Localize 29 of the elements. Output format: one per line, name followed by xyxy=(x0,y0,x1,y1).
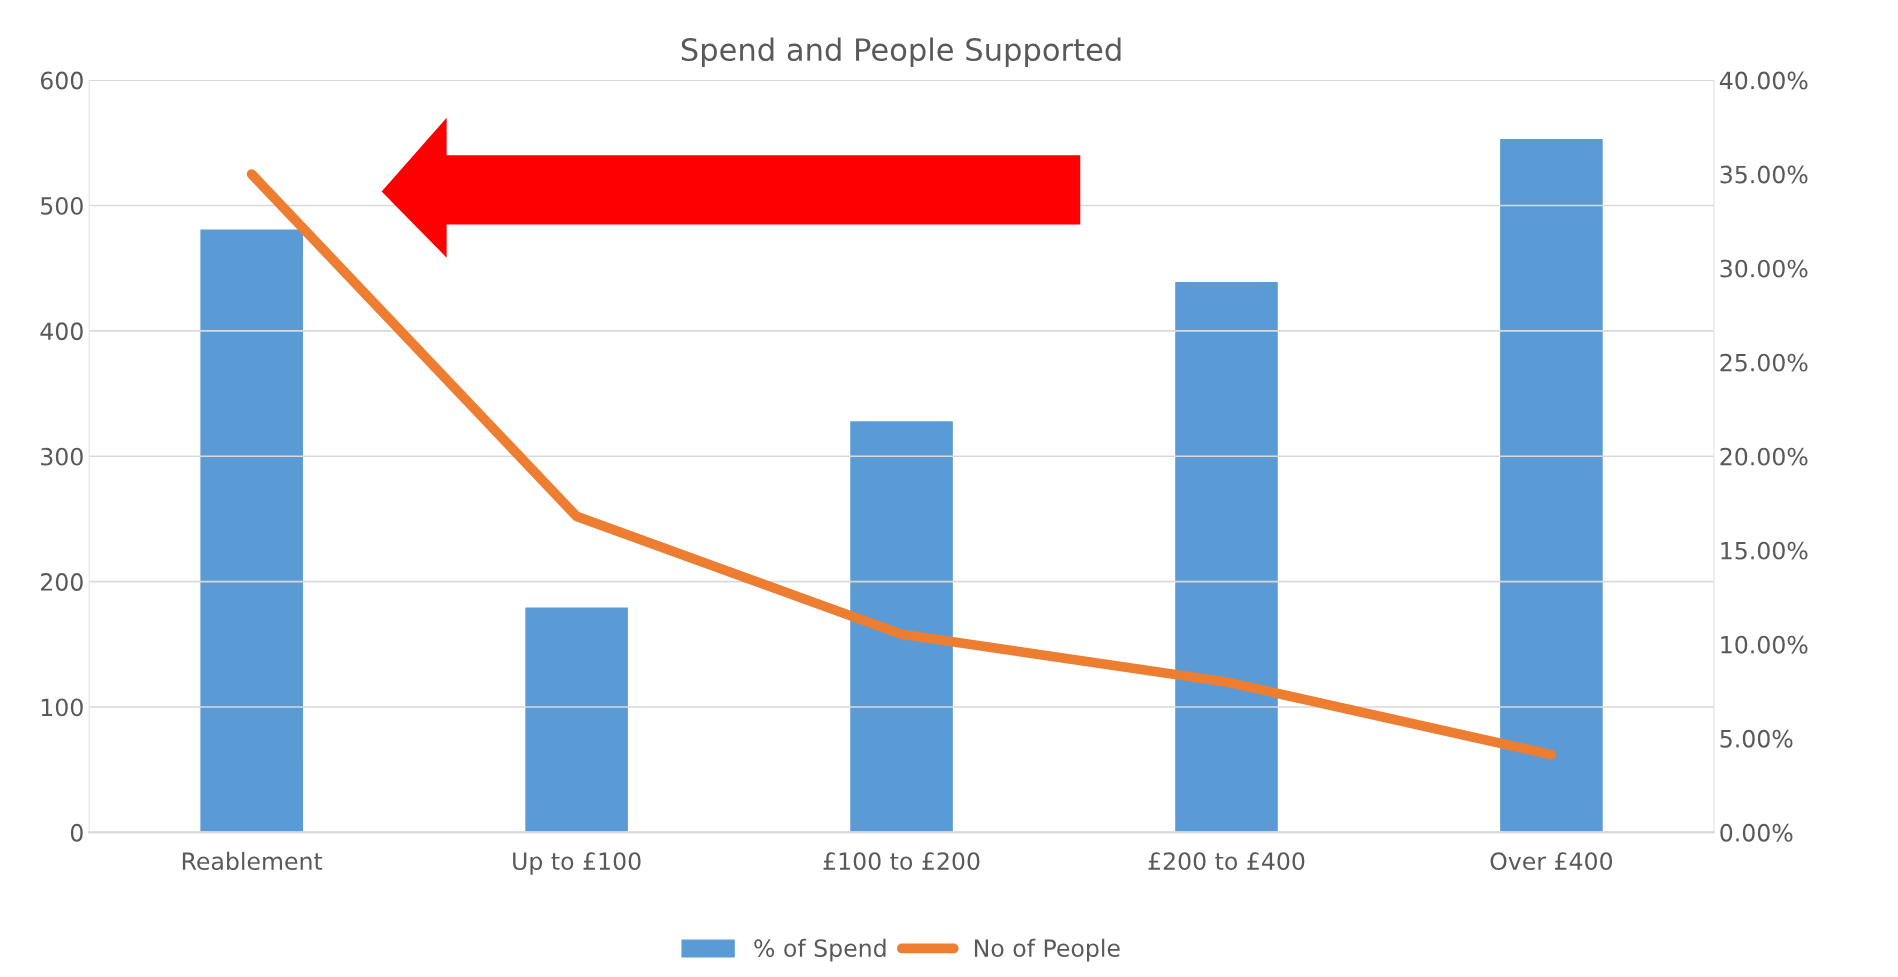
y-tick-label: 200 xyxy=(41,573,83,591)
x-tick-label: £200 to £400 xyxy=(1148,852,1305,871)
bar xyxy=(1173,280,1280,833)
y2-tick-label: 5.00% xyxy=(1720,729,1793,748)
x-tick-label: Over £400 xyxy=(1490,852,1613,871)
y2-tick-label: 20.00% xyxy=(1720,447,1808,466)
y-tick-label: 300 xyxy=(41,447,83,466)
legend-label: No of People xyxy=(974,938,1120,962)
y2-tick-label: 25.00% xyxy=(1720,353,1808,372)
legend-label: % of Spend xyxy=(754,938,886,962)
x-tick-label: Up to £100 xyxy=(513,852,641,875)
y2-tick-label: 15.00% xyxy=(1721,541,1808,560)
y2-tick-label: 35.00% xyxy=(1720,165,1808,184)
y-tick-label: 100 xyxy=(41,698,83,717)
y-tick-label: 500 xyxy=(41,196,83,215)
bar xyxy=(198,227,305,833)
bar xyxy=(523,606,630,833)
y2-tick-label: 0.00% xyxy=(1720,823,1793,842)
y-tick-label: 0 xyxy=(70,823,83,842)
y2-tick-label: 40.00% xyxy=(1719,71,1808,90)
bar xyxy=(848,419,955,833)
x-tick-label: £100 to £200 xyxy=(823,852,980,871)
chart-title: Spend and People Supported xyxy=(681,37,1121,68)
y2-tick-label: 30.00% xyxy=(1720,259,1808,278)
y-tick-label: 600 xyxy=(40,71,83,90)
y-tick-label: 400 xyxy=(40,322,83,341)
bar xyxy=(1498,137,1605,833)
y2-tick-label: 10.00% xyxy=(1721,635,1808,654)
x-tick-label: Reablement xyxy=(182,851,323,871)
